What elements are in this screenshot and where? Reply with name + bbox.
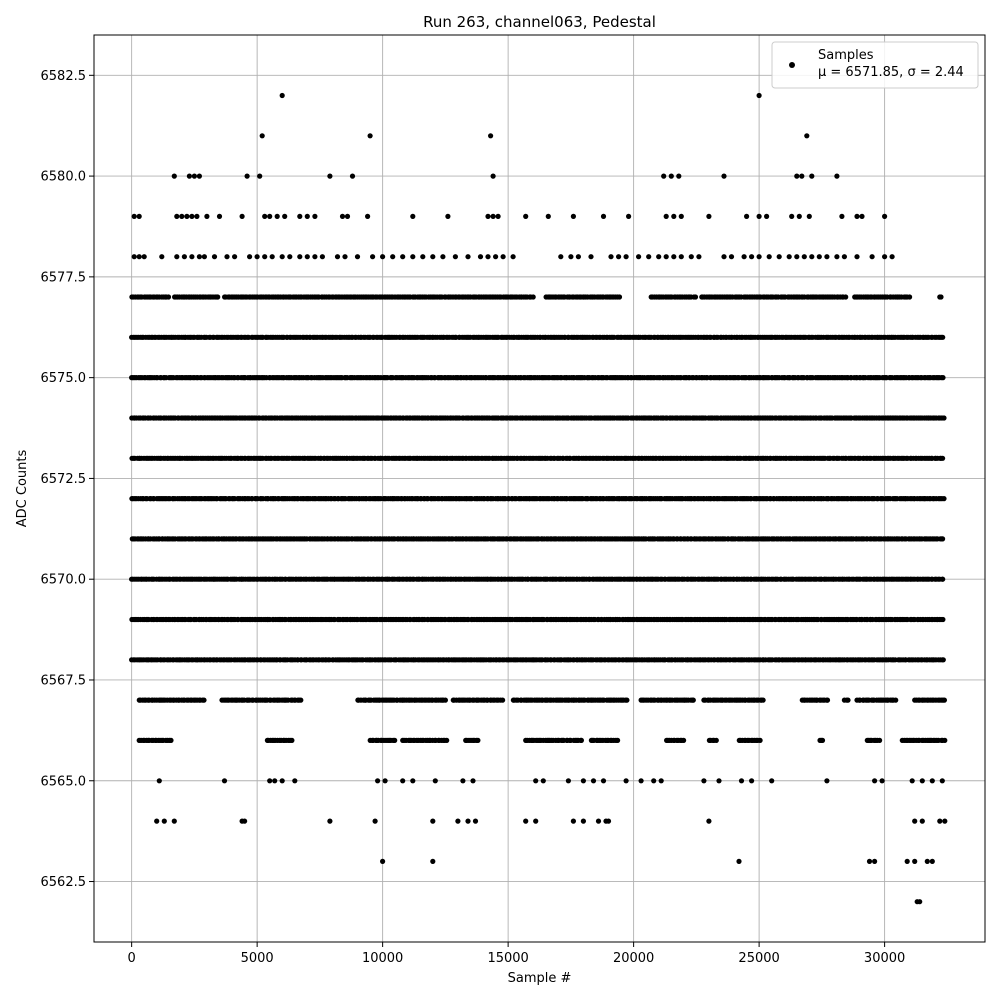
data-point xyxy=(215,294,221,300)
data-point xyxy=(907,294,913,300)
data-point xyxy=(940,657,946,663)
data-point xyxy=(940,616,946,623)
data-point xyxy=(165,294,172,300)
data-point xyxy=(940,455,946,461)
data-point xyxy=(289,737,295,744)
data-point xyxy=(941,697,948,703)
data-point xyxy=(760,697,766,703)
data-point xyxy=(616,294,623,300)
data-point xyxy=(845,697,851,703)
data-point xyxy=(201,697,207,703)
data-point xyxy=(938,294,944,300)
data-point xyxy=(940,536,946,542)
data-point xyxy=(692,294,699,300)
data-point xyxy=(940,334,946,340)
data-point xyxy=(168,737,174,744)
data-point xyxy=(442,697,448,703)
data-point xyxy=(843,294,849,300)
data-point xyxy=(298,697,304,703)
data-point xyxy=(530,294,536,300)
data-point xyxy=(893,697,899,703)
data-point xyxy=(941,496,947,502)
data-points xyxy=(129,92,948,905)
data-point xyxy=(624,697,630,703)
data-point xyxy=(940,375,946,381)
data-point xyxy=(500,697,506,703)
data-point xyxy=(824,697,831,703)
data-point xyxy=(941,415,947,421)
data-point xyxy=(940,576,946,582)
data-point xyxy=(690,697,696,703)
